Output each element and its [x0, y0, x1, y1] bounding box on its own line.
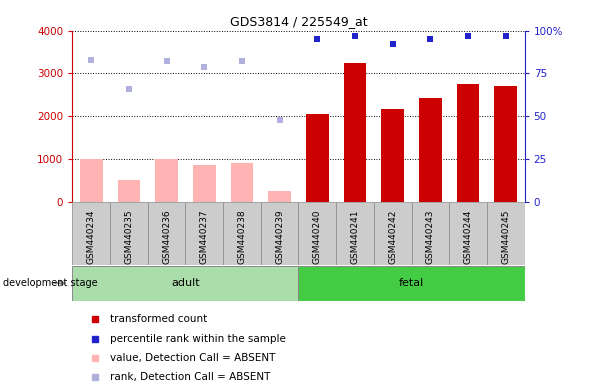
Bar: [487, 202, 525, 265]
Text: percentile rank within the sample: percentile rank within the sample: [110, 334, 286, 344]
Text: GSM440244: GSM440244: [464, 209, 473, 263]
Title: GDS3814 / 225549_at: GDS3814 / 225549_at: [230, 15, 367, 28]
Bar: [419, 98, 441, 202]
Text: GSM440242: GSM440242: [388, 209, 397, 263]
Bar: [306, 114, 329, 202]
Bar: [374, 202, 411, 265]
Text: development stage: development stage: [3, 278, 98, 288]
Text: GSM440240: GSM440240: [313, 209, 322, 264]
Bar: [72, 266, 298, 301]
Text: GSM440234: GSM440234: [87, 209, 96, 264]
Text: rank, Detection Call = ABSENT: rank, Detection Call = ABSENT: [110, 372, 270, 382]
Bar: [72, 202, 110, 265]
Bar: [494, 86, 517, 202]
Text: value, Detection Call = ABSENT: value, Detection Call = ABSENT: [110, 353, 276, 363]
Bar: [148, 202, 186, 265]
Text: fetal: fetal: [399, 278, 424, 288]
Text: GSM440243: GSM440243: [426, 209, 435, 264]
Text: GSM440237: GSM440237: [200, 209, 209, 264]
Bar: [344, 63, 367, 202]
Bar: [110, 202, 148, 265]
Bar: [449, 202, 487, 265]
Text: GSM440238: GSM440238: [238, 209, 247, 264]
Bar: [411, 202, 449, 265]
Bar: [118, 180, 140, 202]
Bar: [261, 202, 298, 265]
Bar: [298, 202, 336, 265]
Bar: [186, 202, 223, 265]
Bar: [155, 159, 178, 202]
Text: adult: adult: [171, 278, 200, 288]
Text: GSM440236: GSM440236: [162, 209, 171, 264]
Text: GSM440241: GSM440241: [350, 209, 359, 264]
Bar: [336, 202, 374, 265]
Bar: [382, 109, 404, 202]
Bar: [223, 202, 261, 265]
Bar: [298, 266, 525, 301]
Bar: [193, 165, 216, 202]
Bar: [230, 163, 253, 202]
Text: transformed count: transformed count: [110, 314, 207, 324]
Bar: [457, 84, 479, 202]
Text: GSM440235: GSM440235: [124, 209, 133, 264]
Bar: [268, 191, 291, 202]
Bar: [80, 159, 103, 202]
Text: GSM440239: GSM440239: [275, 209, 284, 264]
Text: GSM440245: GSM440245: [501, 209, 510, 264]
